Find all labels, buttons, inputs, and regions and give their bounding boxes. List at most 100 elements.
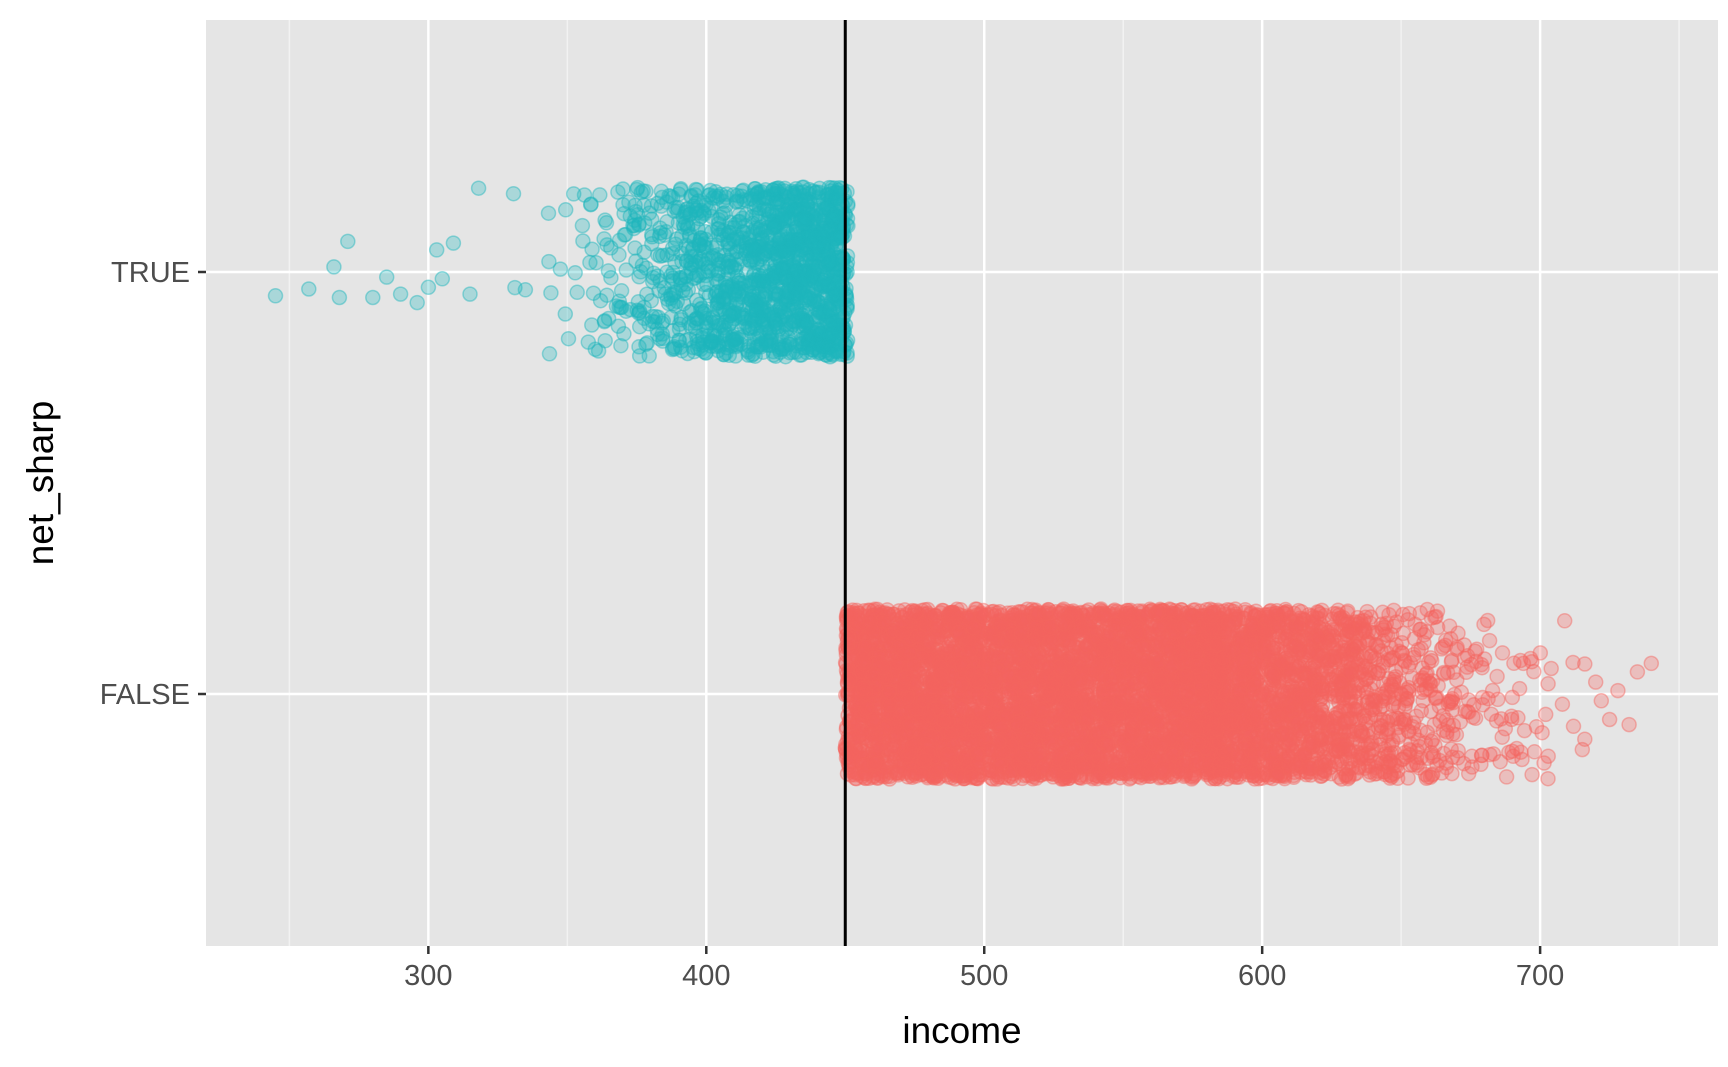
data-point: [745, 337, 762, 354]
data-point: [543, 285, 559, 301]
data-point: [582, 196, 599, 213]
data-point: [796, 271, 812, 287]
data-point: [434, 271, 451, 287]
data-point: [808, 184, 825, 200]
data-point: [802, 253, 818, 269]
data-point: [795, 324, 812, 341]
data-point: [1494, 729, 1510, 745]
data-point: [664, 245, 681, 262]
data-point: [798, 211, 815, 227]
data-point: [557, 202, 574, 218]
data-point: [750, 276, 767, 292]
data-point: [644, 308, 661, 325]
data-point: [1556, 613, 1573, 629]
data-point: [681, 228, 698, 244]
data-point: [727, 331, 744, 347]
data-point: [816, 197, 833, 213]
data-point: [643, 211, 660, 228]
data-point: [785, 276, 802, 293]
data-point: [770, 336, 786, 353]
data-point: [799, 269, 815, 285]
data-point: [1413, 703, 1430, 719]
data-point: [613, 283, 630, 299]
data-point: [824, 210, 841, 226]
data-point: [690, 311, 707, 327]
data-point: [585, 285, 602, 301]
data-point: [420, 279, 437, 296]
data-point: [557, 306, 574, 322]
data-point: [789, 245, 805, 262]
data-point: [756, 316, 772, 333]
data-point: [331, 289, 348, 306]
data-point: [805, 220, 821, 236]
data-point: [825, 314, 841, 331]
data-point: [600, 263, 617, 279]
data-point: [541, 346, 558, 362]
data-point: [794, 313, 811, 330]
data-point: [784, 344, 801, 361]
data-point: [692, 232, 708, 248]
data-point: [1565, 654, 1581, 671]
data-point: [772, 300, 788, 316]
data-point: [636, 244, 652, 260]
data-point: [267, 288, 284, 304]
data-point: [825, 347, 841, 363]
data-point: [574, 217, 591, 234]
data-point: [699, 318, 715, 335]
data-point: [610, 184, 626, 200]
data-point: [611, 247, 627, 263]
data-point: [693, 208, 710, 225]
data-point: [809, 296, 826, 312]
data-point: [788, 263, 805, 280]
data-point: [1534, 724, 1550, 741]
data-point: [588, 254, 604, 271]
data-point: [643, 198, 660, 214]
data-point: [409, 294, 425, 311]
data-point: [612, 299, 629, 316]
data-point: [569, 284, 585, 301]
data-point: [560, 330, 577, 347]
gridlines: [206, 20, 1718, 946]
data-point: [392, 286, 409, 302]
data-point: [584, 241, 600, 257]
data-point: [770, 286, 786, 303]
data-point: [663, 309, 679, 326]
data-point: [683, 318, 699, 335]
data-point: [788, 298, 805, 315]
data-point: [794, 179, 811, 196]
data-point: [671, 332, 688, 349]
data-point: [768, 185, 785, 202]
data-point: [748, 306, 764, 322]
data-point: [378, 269, 395, 285]
data-point: [1479, 612, 1496, 629]
data-point: [649, 195, 666, 212]
data-point: [782, 196, 799, 213]
data-point: [587, 341, 604, 358]
data-point: [818, 342, 834, 359]
data-point: [629, 181, 645, 198]
data-point: [821, 309, 837, 325]
data-point: [752, 238, 769, 254]
data-point: [754, 229, 770, 246]
data-point: [638, 260, 654, 276]
data-point: [746, 288, 762, 304]
data-point: [839, 297, 855, 313]
data-point: [685, 240, 701, 257]
data-point: [748, 293, 764, 310]
data-point: [827, 314, 844, 331]
data-point: [815, 239, 831, 256]
data-point: [1516, 722, 1533, 739]
data-point: [761, 273, 778, 290]
data-point: [803, 222, 819, 239]
data-point: [708, 272, 725, 289]
data-point: [664, 273, 680, 289]
data-point: [713, 227, 729, 243]
data-point: [720, 306, 737, 322]
data-point: [326, 259, 342, 275]
data-point: [768, 191, 784, 208]
data-point: [781, 336, 798, 352]
data-point: [726, 332, 743, 348]
data-point: [690, 220, 706, 237]
data-point: [710, 266, 726, 283]
